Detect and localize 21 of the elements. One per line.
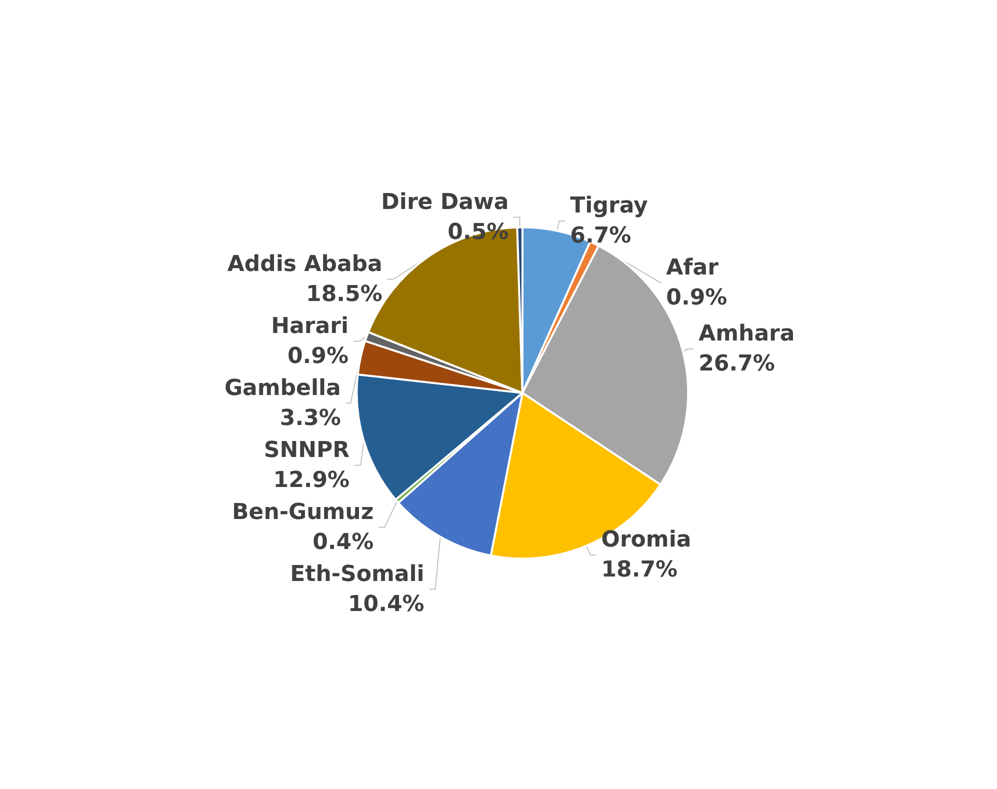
data-label: 0.4% — [312, 530, 374, 555]
slice-label: Tigray — [570, 194, 648, 219]
data-label: 18.5% — [306, 282, 382, 307]
data-label: 18.7% — [601, 558, 678, 582]
slice-label: Gambella — [224, 376, 341, 401]
slice-label: Amhara — [698, 321, 795, 346]
slice-label: Eth-Somali — [290, 562, 424, 587]
slice-label: Afar — [666, 256, 719, 281]
slice-label: Dire Dawa — [381, 190, 509, 215]
data-label: 3.3% — [280, 406, 341, 431]
data-label: 26.7% — [698, 351, 775, 376]
data-label: 0.9% — [287, 344, 348, 369]
data-label: 12.9% — [273, 468, 350, 493]
slice-label: Harari — [271, 314, 348, 339]
slice-label: Oromia — [601, 528, 692, 552]
slice-label: SNNPR — [264, 438, 350, 463]
slice-label: Ben-Gumuz — [232, 500, 374, 525]
data-label: 0.9% — [666, 286, 728, 311]
data-label: 10.4% — [348, 592, 424, 617]
data-label: 6.7% — [570, 224, 632, 249]
slice-label: Addis Ababa — [227, 252, 382, 277]
